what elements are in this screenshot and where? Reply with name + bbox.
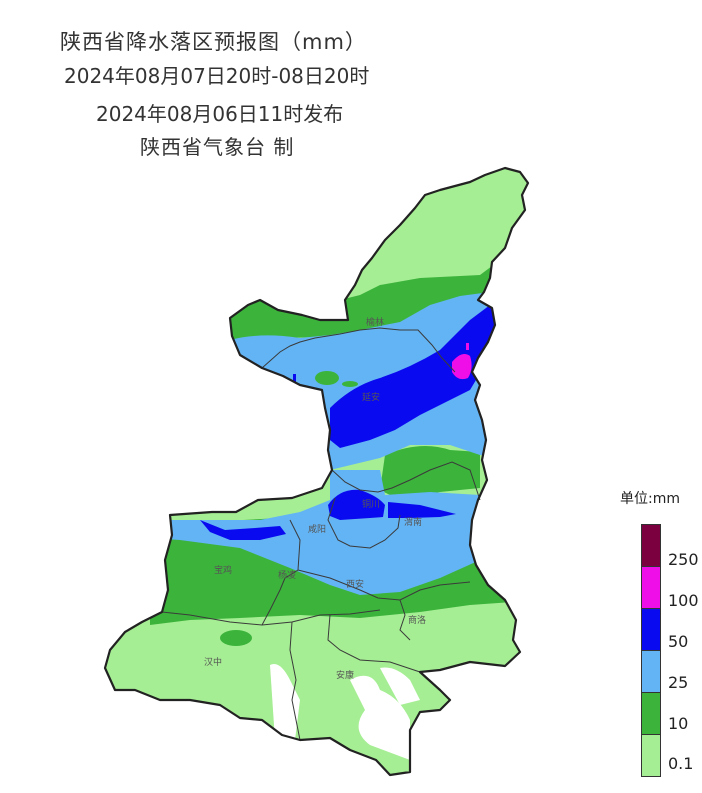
city-label-yangling: 杨凌 [278,569,296,581]
city-label-baoji: 宝鸡 [214,564,232,576]
city-label-shangluo: 商洛 [408,614,426,626]
producer: 陕西省气象台 制 [140,135,295,159]
city-labels: 榆林 延安 铜川 渭南 咸阳 宝鸡 杨凌 西安 商洛 汉中 安康 [204,316,426,681]
precip-layers [105,168,528,775]
city-label-ankang: 安康 [336,669,354,681]
map-title: 陕西省降水落区预报图（mm） [60,30,367,54]
legend-swatch-0.1 [642,735,660,776]
legend-label-10: 10 [668,714,689,733]
issue-time: 2024年08月06日11时发布 [96,102,344,126]
city-label-yanan: 延安 [362,391,380,403]
legend-swatch-25 [642,651,660,693]
legend-color-bar [641,524,661,777]
legend-label-250: 250 [668,550,699,569]
city-label-hanzhong: 汉中 [204,656,222,668]
legend-label-0.1: 0.1 [668,754,694,773]
legend-label-50: 50 [668,632,689,651]
city-label-yulin: 榆林 [366,316,384,328]
legend-label-25: 25 [668,673,689,692]
valid-period: 2024年08月07日20时-08日20时 [64,64,370,88]
legend-swatch-250 [642,525,660,567]
city-label-xianyang: 咸阳 [308,523,326,535]
city-boundaries [161,327,481,741]
province-boundary [103,166,530,777]
legend-swatch-50 [642,609,660,651]
city-label-tongchuan: 铜川 [362,498,380,510]
city-label-xian: 西安 [346,578,364,590]
legend-label-100: 100 [668,591,699,610]
legend-title: 单位:mm [620,491,680,507]
city-label-weinan: 渭南 [404,516,422,528]
legend-swatch-10 [642,693,660,735]
legend-swatch-100 [642,567,660,609]
